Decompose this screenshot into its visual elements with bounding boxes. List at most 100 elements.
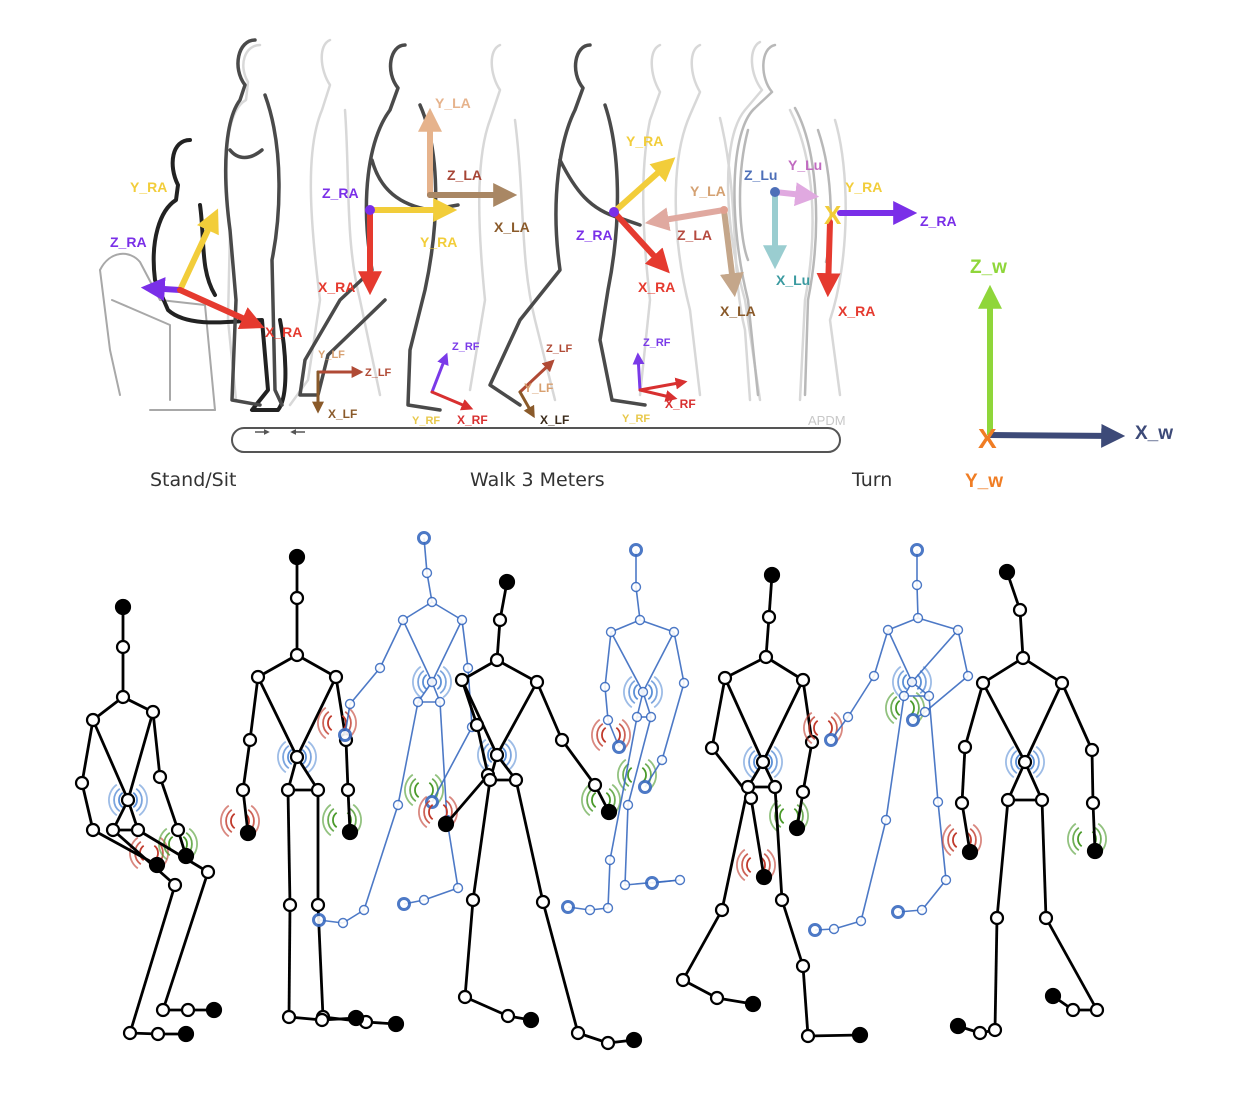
sensor-wave-arc [108,783,118,817]
bone-chest-rsh [431,601,463,621]
sensor-wave-arc [439,669,447,695]
joint-lha [961,843,979,861]
sensor-wave-arc [422,673,428,691]
joint-lan [602,902,614,914]
turning-figure [733,43,832,397]
phase-stand-sit: Stand/Sit [150,469,236,491]
joint-lwr [344,698,356,710]
frame-turn: X Y_LA Z_LA X_LA Z_Lu Y_Lu X_Lu Y_RA Z_R… [644,157,957,319]
joint-rhip [310,782,326,798]
sensor-wave-arc [423,799,431,825]
joint-chest [115,689,131,705]
bone-rsh-pelvis [495,681,539,756]
sensor-wave-arc [779,807,785,825]
joint-lsh [397,614,409,626]
label-rf1-y-rf: Y_RF [412,415,440,427]
sensor-wave-arc [748,749,756,775]
frame-lf2: Z_LF Y_LF X_LF [518,343,573,427]
frame-lf1: Y_LF Z_LF X_LF [312,349,392,421]
joint-lsh [454,672,470,688]
bone-rsh-pelvis [126,711,155,801]
label-lf2-x-lf: X_LF [540,413,569,427]
bone-lel-lwr [847,675,875,718]
label-walk1-z-la: Z_LA [447,167,482,183]
sensor-wave-arc [885,691,895,725]
sensor-wave-arc [773,745,783,779]
joint-chest [634,614,646,626]
sensor-wave-arc [436,673,442,691]
bone-chest-lsh [610,619,641,633]
sensor-wave-arc [627,766,633,784]
sensor-wave-arc [902,673,908,691]
label-turn-x-lu: X_Lu [776,272,810,288]
sensor-wave-arc [282,744,290,770]
bone-lwr-lha [960,802,972,853]
bone-lhip-lkn [397,701,419,806]
joint-neck [911,579,923,591]
bone-rhip-rkn [627,716,652,806]
joint-lto [972,1025,988,1041]
sensor-wave-arc [1005,745,1015,779]
sensor-wave-arc [132,791,138,809]
bone-rhip-rkn [514,779,545,903]
bone-neck-chest [635,586,641,621]
phase-turn: Turn [851,469,892,491]
sensor-wave-arc [1032,749,1040,775]
bone-lel-lwr [349,667,381,705]
joint-chest [289,647,305,663]
bone-chest-rsh [765,655,804,682]
label-rf1-z-rf: Z_RF [452,341,480,353]
joint-chest [426,596,438,608]
label-lf1-z-lf: Z_LF [365,367,392,379]
label-turn-z-la: Z_LA [677,227,712,243]
joint-chest [758,649,774,665]
sensor-wave-arc [952,831,958,849]
label-turn-z-lu: Z_Lu [744,167,777,183]
joint-rha [638,780,652,794]
bone-lhip-lkn [471,779,492,901]
joint-rto [418,894,430,906]
label-rf1-x-rf: X_RF [457,413,488,427]
joint-rkn [535,894,551,910]
joint-lwr [85,822,101,838]
joint-rhip [767,779,783,795]
sensor-wave-arc [601,726,607,744]
bone-ran-rto [921,879,947,911]
label-walk1-y-la: Y_LA [435,95,471,111]
bone-lwr-lha [749,797,766,878]
sensor-wave-arc [633,683,639,701]
joint-lsh [975,675,991,691]
sensor-wave-arc [414,781,420,799]
bone-rel-rwr [158,776,180,831]
joint-rto [674,874,686,886]
bone-lsh-lel [963,682,985,748]
sensor-wave-arc [507,738,517,772]
sensor-wave-arc [890,695,898,721]
joint-ltip [949,1017,967,1035]
joint-ran [619,879,631,891]
frame-walk2: Y_RA Z_RA X_RA [576,133,676,295]
joint-lhip [898,690,910,702]
joint-lkn [392,799,404,811]
sensor-wave-arc [327,807,335,833]
bone-rhip-rkn [137,828,209,874]
skeleton-walk-2 [675,566,869,1044]
sensor-blue-pelvis [1005,745,1045,779]
joint-lha [612,740,626,754]
joint-rwr [656,754,668,766]
bone-lan-lto [464,995,509,1018]
bone-rhip-rkn [928,695,939,803]
sensor-wave-arc [1010,749,1018,775]
joint-ltip [744,995,762,1013]
joint-rha [600,803,618,821]
joint-rto [916,904,928,916]
sensor-wave-arc [622,762,630,788]
bone-lsh-pelvis [981,682,1027,763]
joint-rel [1084,742,1100,758]
joint-lhip [631,711,643,723]
joint-lan [855,915,867,927]
joint-lto [828,923,840,935]
sensor-wave-arc [113,787,121,813]
joint-ran [1089,1002,1105,1018]
sensor-wave-arc [129,836,139,870]
